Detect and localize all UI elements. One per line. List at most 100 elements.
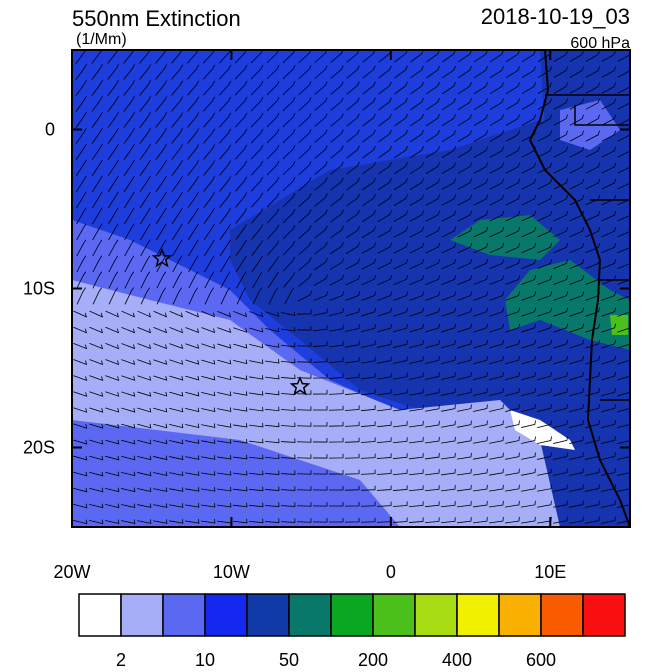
wind-barb bbox=[362, 129, 376, 143]
wind-barb bbox=[441, 259, 456, 270]
wind-barb bbox=[457, 485, 472, 492]
wind-barb bbox=[75, 80, 87, 96]
wind-barb bbox=[298, 97, 312, 112]
wind-barb bbox=[585, 500, 600, 508]
wind-barb bbox=[282, 112, 296, 128]
wind-barb bbox=[296, 454, 312, 459]
wind-barb bbox=[344, 469, 360, 475]
wind-barb bbox=[76, 239, 87, 257]
wind-barb bbox=[585, 130, 600, 142]
wind-barb bbox=[569, 50, 584, 62]
wind-barb bbox=[203, 192, 215, 208]
wind-barb bbox=[457, 178, 472, 190]
colorbar-box bbox=[288, 593, 332, 637]
wind-barb bbox=[266, 208, 280, 224]
wind-barb bbox=[585, 484, 600, 492]
wind-barb bbox=[155, 128, 167, 144]
wind-barb bbox=[393, 275, 408, 286]
wind-barb bbox=[441, 114, 456, 127]
wind-barb bbox=[137, 359, 152, 365]
wind-barb bbox=[585, 355, 600, 365]
wind-barb bbox=[298, 225, 312, 239]
wind-barb bbox=[553, 500, 568, 508]
wind-barb bbox=[537, 114, 552, 126]
wind-barb bbox=[569, 259, 584, 269]
wind-barb bbox=[505, 323, 520, 333]
wind-barb bbox=[282, 97, 296, 112]
wind-barb bbox=[203, 80, 216, 96]
wind-barb bbox=[569, 291, 584, 301]
wind-barb bbox=[553, 388, 568, 397]
wind-barb bbox=[330, 225, 344, 239]
colorbar-box bbox=[498, 593, 542, 637]
wind-barb bbox=[250, 144, 264, 160]
wind-barb bbox=[537, 307, 552, 317]
wind-barb bbox=[537, 275, 552, 285]
wind-barb bbox=[312, 518, 328, 523]
wind-barb bbox=[73, 503, 88, 509]
wind-barb bbox=[169, 343, 184, 350]
wind-barb bbox=[75, 50, 87, 64]
wind-barb bbox=[409, 113, 424, 127]
wind-barb bbox=[505, 436, 520, 444]
wind-barb bbox=[569, 82, 584, 94]
wind-barb bbox=[457, 420, 472, 428]
wind-barb bbox=[329, 308, 344, 317]
wind-barb bbox=[457, 146, 472, 158]
wind-barb bbox=[394, 65, 408, 79]
wind-barb bbox=[537, 82, 552, 94]
wind-barb bbox=[361, 226, 376, 238]
wind-barb bbox=[75, 112, 87, 128]
wind-barb bbox=[569, 178, 584, 190]
wind-barb bbox=[505, 210, 520, 222]
wind-barb bbox=[219, 96, 232, 112]
wind-barb bbox=[521, 307, 536, 317]
wind-barb bbox=[553, 452, 568, 460]
wind-barb bbox=[553, 178, 568, 190]
wind-barb bbox=[601, 66, 616, 78]
wind-barb bbox=[329, 341, 344, 348]
wind-barb bbox=[409, 323, 424, 333]
wind-barb bbox=[377, 194, 392, 207]
wind-barb bbox=[121, 455, 136, 461]
wind-barb bbox=[153, 519, 168, 524]
wind-barb bbox=[137, 471, 152, 477]
wind-barb bbox=[282, 240, 296, 256]
wind-barb bbox=[185, 375, 200, 381]
wind-barb bbox=[440, 517, 456, 524]
wind-barb bbox=[91, 159, 103, 177]
wind-barb bbox=[617, 456, 630, 461]
wind-barb bbox=[601, 404, 616, 413]
wind-barb bbox=[441, 98, 456, 111]
title: 550nm Extinction bbox=[72, 6, 241, 31]
wind-barb bbox=[505, 275, 520, 285]
colorbar-box bbox=[120, 593, 164, 637]
wind-barb bbox=[330, 129, 344, 143]
wind-barb bbox=[187, 144, 200, 160]
wind-barb bbox=[155, 207, 167, 225]
wind-barb bbox=[236, 287, 247, 305]
wind-barb bbox=[489, 404, 504, 412]
wind-barb bbox=[441, 307, 456, 317]
axes: 0 10S 20S 20W 10W 0 10E bbox=[23, 50, 630, 582]
wind-barb bbox=[296, 422, 312, 427]
wind-barb bbox=[440, 501, 456, 508]
wind-barb bbox=[312, 389, 328, 395]
wind-barb bbox=[393, 388, 408, 396]
wind-barb bbox=[296, 374, 312, 379]
wind-barb bbox=[569, 436, 584, 444]
wind-barb bbox=[617, 472, 630, 476]
wind-barb bbox=[187, 64, 200, 80]
wind-barb bbox=[217, 407, 232, 412]
colorbar-label: 600 bbox=[526, 650, 556, 667]
wind-barb bbox=[410, 81, 424, 95]
wind-barb bbox=[345, 307, 360, 317]
wind-barb bbox=[409, 178, 424, 190]
wind-barb bbox=[137, 455, 152, 461]
wind-barb bbox=[75, 64, 87, 80]
wind-barb bbox=[236, 271, 247, 289]
wind-barb bbox=[489, 146, 504, 158]
wind-barb bbox=[361, 356, 376, 364]
wind-barb bbox=[217, 391, 232, 396]
wind-barb bbox=[505, 388, 520, 397]
